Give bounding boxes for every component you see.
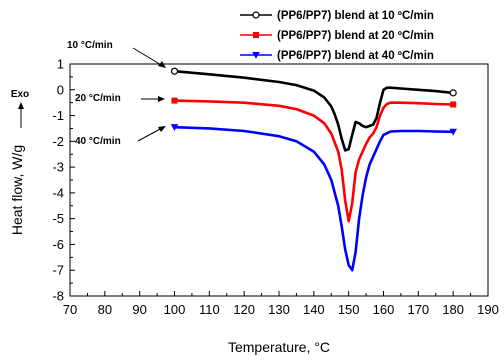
series-group xyxy=(170,67,457,272)
annotation-10: 10 °C/min xyxy=(67,40,113,51)
x-tick-label: 150 xyxy=(338,302,360,317)
exo-label: Exo xyxy=(11,89,29,100)
y-tick-label: -2 xyxy=(52,134,64,149)
x-tick-label: 140 xyxy=(303,302,325,317)
y-tick-label: -7 xyxy=(52,263,64,278)
y-tick-label: -8 xyxy=(52,289,64,304)
annotation-10-arrow xyxy=(132,47,164,67)
legend-marker-2 xyxy=(252,52,260,59)
x-tick-label: 100 xyxy=(164,302,186,317)
x-tick-label: 110 xyxy=(199,302,220,317)
x-tick-label: 90 xyxy=(132,302,146,317)
legend-marker-20 xyxy=(253,32,259,38)
series-10-start-marker xyxy=(170,67,179,75)
annotation-40: 40 °C/min xyxy=(75,136,121,147)
x-tick-label: 170 xyxy=(407,302,429,317)
rate-annotations: 10 °C/min 20 °C/min 40 °C/min xyxy=(67,40,166,147)
plot-frame xyxy=(69,63,489,297)
series-40-end-marker xyxy=(449,128,457,136)
x-tick-label: 130 xyxy=(268,302,290,317)
legend-marker-1 xyxy=(253,32,259,38)
legend-label-40: (PP6/PP7) blend at 40 ºC/min xyxy=(277,50,434,62)
x-tick-label: 120 xyxy=(233,302,255,317)
legend-label-10: (PP6/PP7) blend at 10 ºC/min xyxy=(277,10,434,22)
x-tick-label: 80 xyxy=(98,302,112,317)
series-20-start-marker xyxy=(171,97,178,104)
tick-group: 70 80 90 100 110 120 130 140 150 160 170 180 190 1 0 -1… xyxy=(52,57,498,318)
series-10-line xyxy=(174,69,454,152)
legend: (PP6/PP7) blend at 10 ºC/min (PP6/PP7) b… xyxy=(240,10,434,62)
y-tick-label: -5 xyxy=(52,211,64,226)
legend-item-20: (PP6/PP7) blend at 20 ºC/min xyxy=(240,30,434,42)
y-tick-label: 0 xyxy=(57,82,64,97)
y-tick-label: -6 xyxy=(52,237,64,252)
legend-item-40: (PP6/PP7) blend at 40 ºC/min xyxy=(240,50,434,62)
series-20-end-marker xyxy=(450,101,457,108)
x-tick-label: 70 xyxy=(63,302,77,317)
x-axis-label: Temperature, °C xyxy=(228,339,330,355)
legend-marker-0 xyxy=(252,11,260,19)
y-tick-label: 1 xyxy=(57,57,64,72)
x-tick-label: 160 xyxy=(373,302,395,317)
x-tick-label: 190 xyxy=(477,302,499,317)
series-40-line xyxy=(174,125,454,272)
legend-marker-10 xyxy=(252,11,260,19)
y-axis-label: Heat flow, W/g xyxy=(9,145,25,235)
annotation-20: 20 °C/min xyxy=(75,93,121,104)
series-10-end-marker xyxy=(449,89,457,97)
y-tick-label: -1 xyxy=(52,108,64,123)
annotation-40-arrow xyxy=(137,127,163,142)
series-40-start-marker xyxy=(170,124,179,131)
x-tick-label: 180 xyxy=(442,302,464,317)
y-tick-label: -4 xyxy=(52,185,64,200)
legend-marker-40 xyxy=(252,52,260,59)
series-20-line xyxy=(174,99,454,223)
legend-label-20: (PP6/PP7) blend at 20 ºC/min xyxy=(277,30,434,42)
exo-arrow xyxy=(18,102,24,128)
y-tick-label: -3 xyxy=(52,160,64,175)
legend-item-10: (PP6/PP7) blend at 10 ºC/min xyxy=(240,10,434,22)
